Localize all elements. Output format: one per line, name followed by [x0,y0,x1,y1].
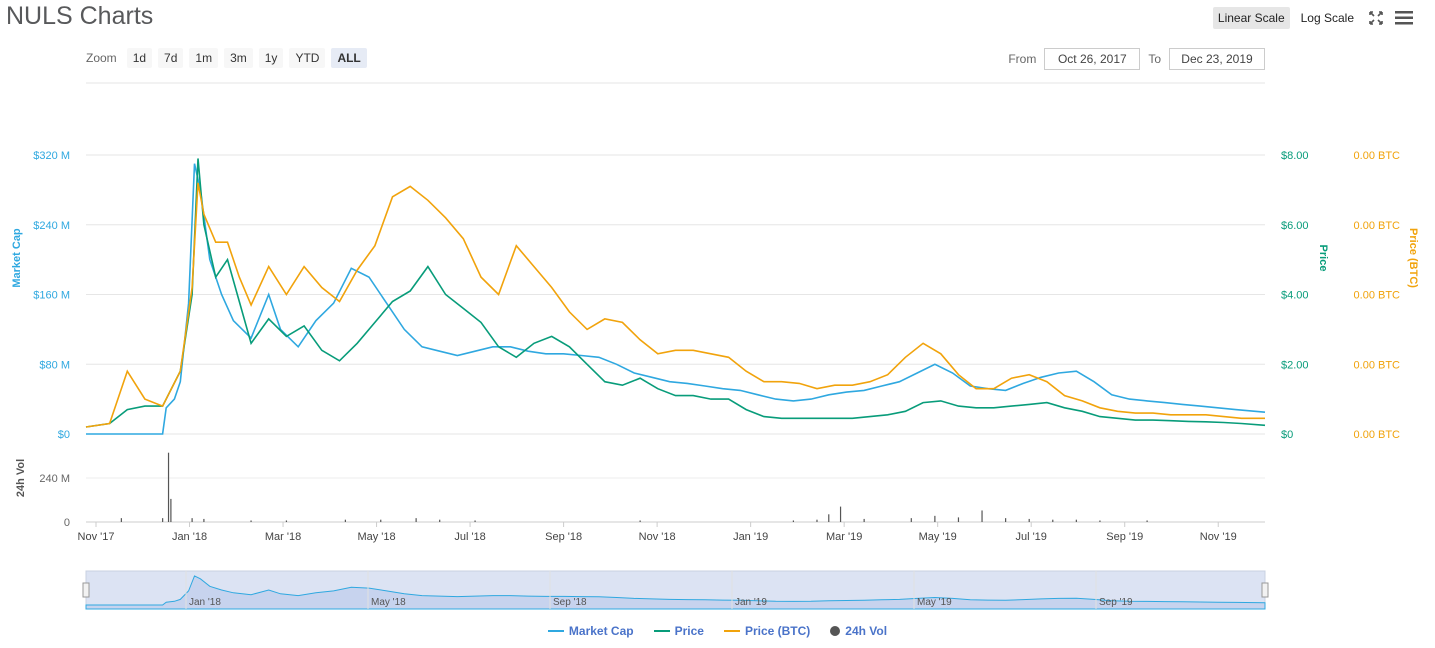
hamburger-icon[interactable] [1393,8,1415,28]
y-left-tick: $160 M [33,290,70,302]
page-title: NULS Charts [6,2,154,30]
series-line [85,182,1265,428]
zoom-ytd-button[interactable]: YTD [289,48,326,68]
y-btc-tick: 0.00 BTC [1354,429,1401,441]
navigator-tick: Jan '18 [189,597,221,608]
x-tick-label: Nov '17 [78,531,115,543]
navigator-tick: May '19 [917,597,952,608]
chart-canvas: $0 $0 0.00 BTC $80 M $2.00 0.00 BTC $160 M $4.0… [11,82,1419,610]
y-price-tick: $2.00 [1281,359,1309,371]
y-btc-tick: 0.00 BTC [1354,150,1401,162]
series-line [85,158,1266,428]
zoom-bar: Zoom 1d 7d 1m 3m 1y YTD ALL [86,48,367,68]
legend-item-market-cap[interactable]: Market Cap [547,624,634,638]
y-left-tick: $240 M [33,220,70,232]
x-tick-label: Sep '18 [545,531,582,543]
to-label: To [1148,52,1161,66]
zoom-all-button[interactable]: ALL [331,48,367,68]
x-tick-label: Nov '19 [1200,531,1237,543]
zoom-label: Zoom [86,51,117,65]
legend-item-price-btc[interactable]: Price (BTC) [723,624,811,638]
y-price-tick: $6.00 [1281,220,1309,232]
navigator-handle [1261,582,1269,598]
linear-scale-button[interactable]: Linear Scale [1212,7,1290,29]
zoom-1y-button[interactable]: 1y [258,48,284,68]
chart-legend: Market Cap Price Price (BTC) 24h Vol [0,624,1435,638]
legend-label: Market Cap [568,624,634,638]
x-tick-label: Nov '18 [639,531,676,543]
legend-label: 24h Vol [845,624,888,638]
legend-item-price[interactable]: Price [653,624,704,638]
volume-axis-title: 24h Vol [15,459,27,497]
expand-icon[interactable] [1365,8,1387,28]
navigator-tick: May '18 [371,597,406,608]
y-left-tick: $0 [58,429,70,441]
zoom-7d-button[interactable]: 7d [158,48,184,68]
to-date-input[interactable]: Dec 23, 2019 [1169,48,1265,70]
y-btc-axis-title: Price (BTC) [1407,228,1419,288]
x-tick-label: Mar '19 [826,531,862,543]
legend-item-volume[interactable]: 24h Vol [830,624,887,638]
navigator-series [85,575,1266,610]
x-tick-label: Jul '18 [454,531,485,543]
y-left-tick: $80 M [39,359,70,371]
x-tick-label: Jan '18 [172,531,207,543]
from-date-input[interactable]: Oct 26, 2017 [1044,48,1141,70]
y-price-tick: $4.00 [1281,290,1309,302]
y-btc-tick: 0.00 BTC [1354,220,1401,232]
y-price-axis-title: Price [1317,245,1329,272]
legend-label: Price [674,624,704,638]
log-scale-button[interactable]: Log Scale [1300,11,1354,25]
x-tick-label: Jan '19 [733,531,768,543]
zoom-1d-button[interactable]: 1d [126,48,153,68]
zoom-3m-button[interactable]: 3m [224,48,253,68]
from-label: From [1008,52,1037,66]
x-tick-label: Sep '19 [1106,531,1143,543]
x-tick-label: Jul '19 [1015,531,1046,543]
x-tick-label: May '18 [357,531,395,543]
date-range: From Oct 26, 2017 To Dec 23, 2019 [1008,48,1265,70]
navigator-handle [82,582,90,598]
volume-tick: 240 M [39,473,70,485]
y-left-axis-title: Market Cap [11,228,23,288]
navigator-tick: Jan '19 [735,597,767,608]
series-line [86,163,1266,435]
x-tick-label: May '19 [919,531,957,543]
y-price-tick: $0 [1281,429,1293,441]
x-tick-label: Mar '18 [265,531,301,543]
scale-toolbar: Linear Scale Log Scale [1212,7,1415,29]
navigator-tick: Sep '18 [553,597,587,608]
legend-label: Price (BTC) [744,624,811,638]
y-price-tick: $8.00 [1281,150,1309,162]
zoom-1m-button[interactable]: 1m [189,48,219,68]
y-btc-tick: 0.00 BTC [1354,359,1401,371]
volume-tick: 0 [64,517,70,529]
y-left-tick: $320 M [33,150,70,162]
y-btc-tick: 0.00 BTC [1354,290,1401,302]
navigator-tick: Sep '19 [1099,597,1133,608]
